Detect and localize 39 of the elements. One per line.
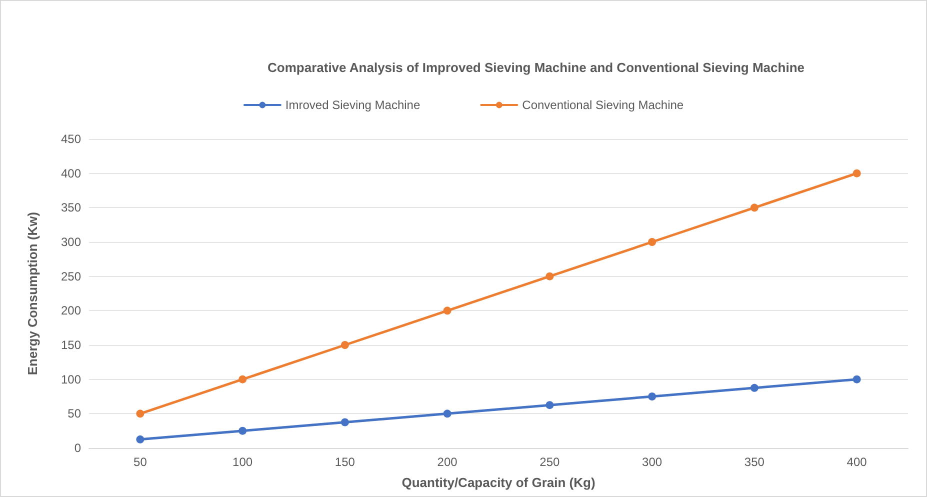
y-tick-label: 100 <box>60 372 82 386</box>
y-tick-label: 0 <box>74 441 82 455</box>
point <box>136 435 144 444</box>
point <box>750 204 758 212</box>
point <box>750 384 758 392</box>
legend-label: Imroved Sieving Machine <box>285 98 420 112</box>
y-tick-label: 300 <box>60 235 82 249</box>
point <box>648 238 656 246</box>
point <box>852 375 861 384</box>
chart-title: Comparative Analysis of Improved Sieving Machine and Conventional Sieving Machine <box>268 60 804 75</box>
point <box>443 306 452 315</box>
x-tick-label: 300 <box>642 455 662 469</box>
y-tick-label: 150 <box>60 338 82 352</box>
point <box>340 418 349 426</box>
y-tick-label: 450 <box>60 132 82 146</box>
y-tick-label: 400 <box>60 166 82 180</box>
point <box>136 410 144 418</box>
x-tick-label: 350 <box>744 455 765 469</box>
point <box>546 401 554 410</box>
x-tick-label: 50 <box>134 455 148 469</box>
point <box>443 410 452 418</box>
point <box>340 341 349 349</box>
x-tick-label: 400 <box>846 455 868 469</box>
y-tick-label: 200 <box>60 304 82 318</box>
x-tick-label: 100 <box>232 455 253 469</box>
point <box>238 375 247 384</box>
point <box>238 426 247 435</box>
y-tick-label: 250 <box>60 269 82 284</box>
legend-label: Conventional Sieving Machine <box>522 98 684 112</box>
point <box>852 169 861 178</box>
x-tick-label: 150 <box>334 455 356 469</box>
point <box>648 392 656 400</box>
x-tick-label: 250 <box>540 455 560 469</box>
x-axis-title: Quantity/Capacity of Grain (Kg) <box>402 475 596 490</box>
point <box>546 272 554 280</box>
x-tick-label: 200 <box>437 455 458 469</box>
y-axis-title: Energy Consumption (Kw) <box>25 212 40 376</box>
y-tick-label: 50 <box>68 406 82 421</box>
y-tick-label: 350 <box>60 200 82 215</box>
